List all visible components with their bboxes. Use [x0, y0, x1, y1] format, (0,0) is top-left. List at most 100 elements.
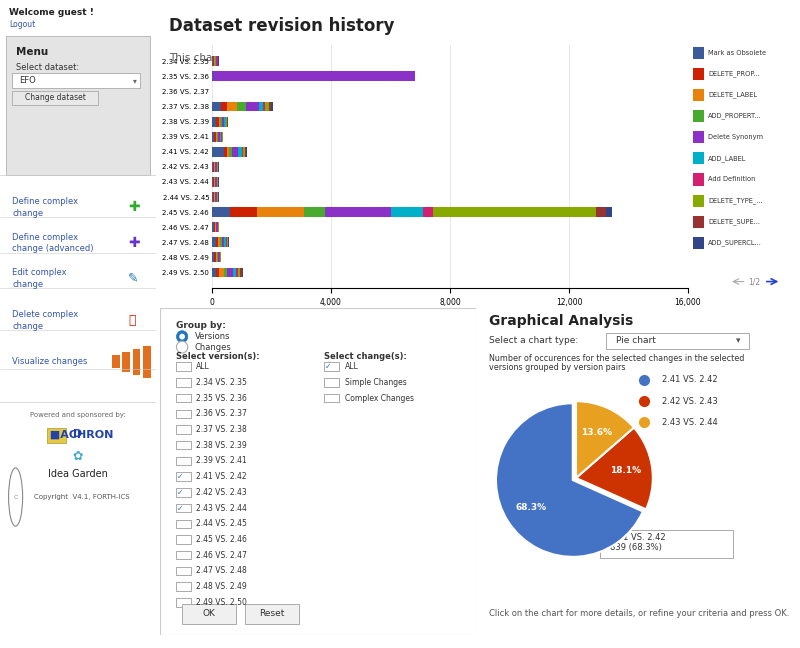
Bar	[694, 152, 704, 165]
Text: Select change(s):: Select change(s):	[324, 352, 407, 361]
Circle shape	[177, 341, 188, 353]
Text: ✓: ✓	[177, 488, 183, 497]
Text: Delete complex
change: Delete complex change	[13, 310, 78, 331]
Text: Graphical Analysis: Graphical Analysis	[490, 314, 634, 328]
Text: Select a chart type:: Select a chart type:	[490, 336, 578, 345]
Bar	[257, 207, 304, 217]
Bar	[224, 147, 227, 157]
Text: 2.45 VS. 2.46: 2.45 VS. 2.46	[196, 535, 247, 544]
Bar	[214, 253, 217, 262]
Bar	[227, 268, 233, 277]
Text: versions grouped by version pairs: versions grouped by version pairs	[490, 363, 626, 372]
Text: Change dataset: Change dataset	[25, 93, 86, 102]
Text: 2.46 VS. 2.47: 2.46 VS. 2.47	[196, 551, 247, 560]
Text: 13.6%: 13.6%	[581, 428, 612, 437]
Text: Reset: Reset	[259, 609, 285, 618]
Bar	[13, 91, 98, 105]
Wedge shape	[496, 403, 643, 557]
Text: ADD_LABEL: ADD_LABEL	[708, 155, 746, 162]
Text: 2.38 VS. 2.39: 2.38 VS. 2.39	[196, 441, 247, 450]
Bar	[222, 117, 225, 126]
Bar	[212, 162, 214, 172]
Bar	[176, 378, 191, 387]
Text: Visualize changes: Visualize changes	[13, 358, 88, 366]
Bar	[242, 268, 243, 277]
Bar	[176, 583, 191, 591]
Bar	[262, 102, 266, 111]
Text: Add Definition: Add Definition	[708, 176, 755, 183]
Bar	[694, 237, 704, 249]
Bar	[212, 207, 230, 217]
Bar	[423, 207, 433, 217]
Bar	[694, 89, 704, 101]
Text: ✚: ✚	[128, 236, 139, 250]
Bar	[240, 268, 242, 277]
Bar	[694, 194, 704, 207]
Bar	[222, 237, 224, 247]
Wedge shape	[576, 401, 634, 478]
Bar	[176, 566, 191, 575]
Text: DELETE_LABEL: DELETE_LABEL	[708, 91, 757, 98]
Bar	[238, 102, 246, 111]
Bar	[220, 237, 222, 247]
Text: 2.42 VS. 2.43: 2.42 VS. 2.43	[662, 397, 718, 406]
Text: EFO: EFO	[18, 76, 35, 85]
Bar	[218, 132, 220, 142]
Bar	[236, 268, 238, 277]
Wedge shape	[576, 428, 653, 509]
Bar	[213, 71, 415, 81]
Bar	[606, 333, 749, 349]
Bar	[225, 117, 226, 126]
Bar	[215, 192, 217, 202]
Text: ✓: ✓	[177, 503, 183, 513]
Text: Select dataset:: Select dataset:	[16, 63, 78, 72]
Bar	[176, 503, 191, 513]
Text: ✿: ✿	[73, 450, 83, 463]
Text: 2.41 VS. 2.42: 2.41 VS. 2.42	[662, 375, 718, 384]
Bar	[212, 102, 221, 111]
Bar	[176, 425, 191, 434]
Bar	[212, 253, 214, 262]
Bar	[433, 207, 596, 217]
Text: 2.41 VS. 2.42: 2.41 VS. 2.42	[610, 533, 665, 542]
Bar	[212, 268, 215, 277]
Bar	[212, 177, 214, 187]
Bar	[176, 362, 191, 371]
Bar	[212, 56, 214, 66]
Bar	[220, 117, 222, 126]
Text: This chart shows the evolution history for the dataset.: This chart shows the evolution history f…	[169, 53, 452, 64]
Text: Pie chart: Pie chart	[616, 336, 656, 345]
Bar	[390, 207, 423, 217]
Bar	[238, 268, 240, 277]
Text: 18.1%: 18.1%	[610, 466, 641, 475]
Bar	[215, 237, 218, 247]
Bar	[142, 346, 150, 378]
Bar	[227, 147, 230, 157]
Text: 2.44 VS. 2.45: 2.44 VS. 2.45	[196, 519, 247, 528]
Text: ▾: ▾	[736, 336, 741, 345]
Bar	[224, 237, 226, 247]
Text: ✓: ✓	[177, 472, 183, 481]
Bar	[694, 216, 704, 228]
Bar	[694, 110, 704, 122]
Bar	[176, 472, 191, 481]
Bar	[176, 488, 191, 496]
Bar	[694, 68, 704, 80]
Text: 2.39 VS. 2.41: 2.39 VS. 2.41	[196, 456, 247, 465]
Text: ▾: ▾	[133, 76, 137, 85]
Text: Define complex
change: Define complex change	[13, 197, 78, 218]
Bar	[214, 132, 216, 142]
Bar	[259, 102, 262, 111]
Text: Delete Synonym: Delete Synonym	[708, 134, 763, 140]
Bar	[269, 102, 271, 111]
Bar	[243, 147, 245, 157]
Bar	[226, 237, 227, 247]
Text: OK: OK	[202, 609, 215, 618]
Text: Complex Changes: Complex Changes	[345, 393, 414, 402]
Bar	[215, 268, 219, 277]
Bar	[325, 207, 390, 217]
Bar	[133, 349, 141, 375]
Bar	[182, 604, 236, 623]
Text: 2.48 VS. 2.49: 2.48 VS. 2.49	[196, 582, 247, 591]
Bar	[176, 520, 191, 528]
